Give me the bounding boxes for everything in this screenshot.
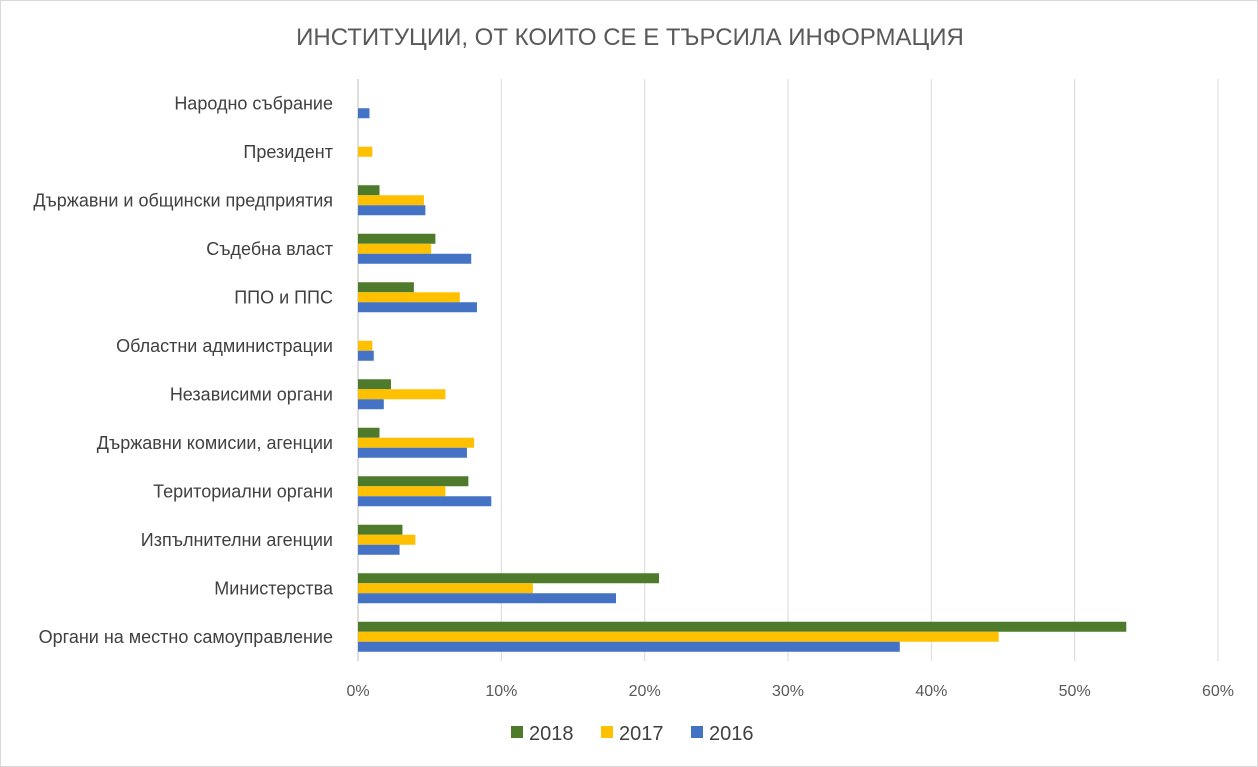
bar-2016-11 [358, 641, 900, 652]
category-label: Президент [243, 142, 333, 162]
bar-2017-11 [358, 631, 999, 642]
bar-2016-0 [358, 108, 370, 119]
bar-2018-4 [358, 282, 414, 293]
category-label: Областни администрации [116, 336, 333, 356]
bar-2018-8 [358, 476, 469, 487]
bars-layer [358, 108, 1127, 652]
bar-2017-1 [358, 146, 373, 157]
x-tick-label: 60% [1202, 683, 1234, 700]
bar-2016-5 [358, 350, 374, 361]
bar-2018-10 [358, 573, 659, 584]
bar-2017-10 [358, 583, 533, 594]
bar-2018-3 [358, 233, 436, 244]
x-tick-label: 40% [915, 683, 947, 700]
legend-swatch-2016 [691, 726, 703, 738]
category-label: Държавни и общински предприятия [33, 190, 333, 210]
bar-2017-7 [358, 437, 475, 448]
category-label: Органи на местно самоуправление [39, 627, 333, 647]
bar-2016-7 [358, 447, 467, 458]
bar-2016-3 [358, 253, 472, 264]
category-label: Народно събрание [174, 93, 333, 113]
category-label: Изпълнителни агенции [141, 530, 333, 550]
x-tick-label: 30% [772, 683, 804, 700]
bar-2017-6 [358, 389, 446, 400]
legend-swatch-2017 [601, 726, 613, 738]
bar-2018-7 [358, 427, 380, 438]
bar-2016-2 [358, 205, 426, 216]
bar-2016-6 [358, 399, 384, 410]
bar-2018-2 [358, 185, 380, 196]
bar-2017-5 [358, 340, 373, 351]
x-tick-label: 20% [629, 683, 661, 700]
legend-swatch-2018 [511, 726, 523, 738]
bar-2017-3 [358, 243, 432, 254]
bar-2017-4 [358, 292, 460, 303]
legend-label-2018: 2018 [529, 723, 574, 745]
bar-2018-11 [358, 621, 1127, 632]
category-label: ППО и ППС [234, 287, 333, 307]
x-tick-label: 50% [1059, 683, 1091, 700]
bar-2018-9 [358, 524, 403, 535]
bar-2016-9 [358, 544, 400, 555]
bar-2017-8 [358, 486, 446, 497]
bar-2017-9 [358, 534, 416, 545]
bar-2016-10 [358, 593, 616, 604]
grid-layer [357, 79, 1219, 661]
category-labels: Народно събрание Президент Държавни и общи… [33, 93, 334, 647]
legend-label-2017: 2017 [619, 723, 664, 745]
bar-2016-4 [358, 302, 477, 313]
chart-title: ИНСТИТУЦИИ, ОТ КОИТО СЕ Е ТЪРСИЛА ИНФОРМ… [296, 24, 964, 51]
bar-2018-6 [358, 379, 391, 390]
legend: 2018 2017 2016 [511, 723, 754, 745]
legend-label-2016: 2016 [709, 723, 754, 745]
category-label: Независими органи [170, 384, 333, 404]
category-label: Държавни комисии, агенции [97, 433, 333, 453]
category-label: Териториални органи [153, 481, 333, 501]
category-label: Министерства [214, 578, 334, 598]
category-label: Съдебна власт [206, 239, 333, 259]
x-tick-label: 0% [346, 683, 369, 700]
x-tick-label: 10% [485, 683, 517, 700]
x-axis-ticks: 0% 10% 20% 30% 40% 50% 60% [346, 683, 1234, 700]
bar-2017-2 [358, 195, 424, 206]
bar-2016-8 [358, 496, 492, 507]
